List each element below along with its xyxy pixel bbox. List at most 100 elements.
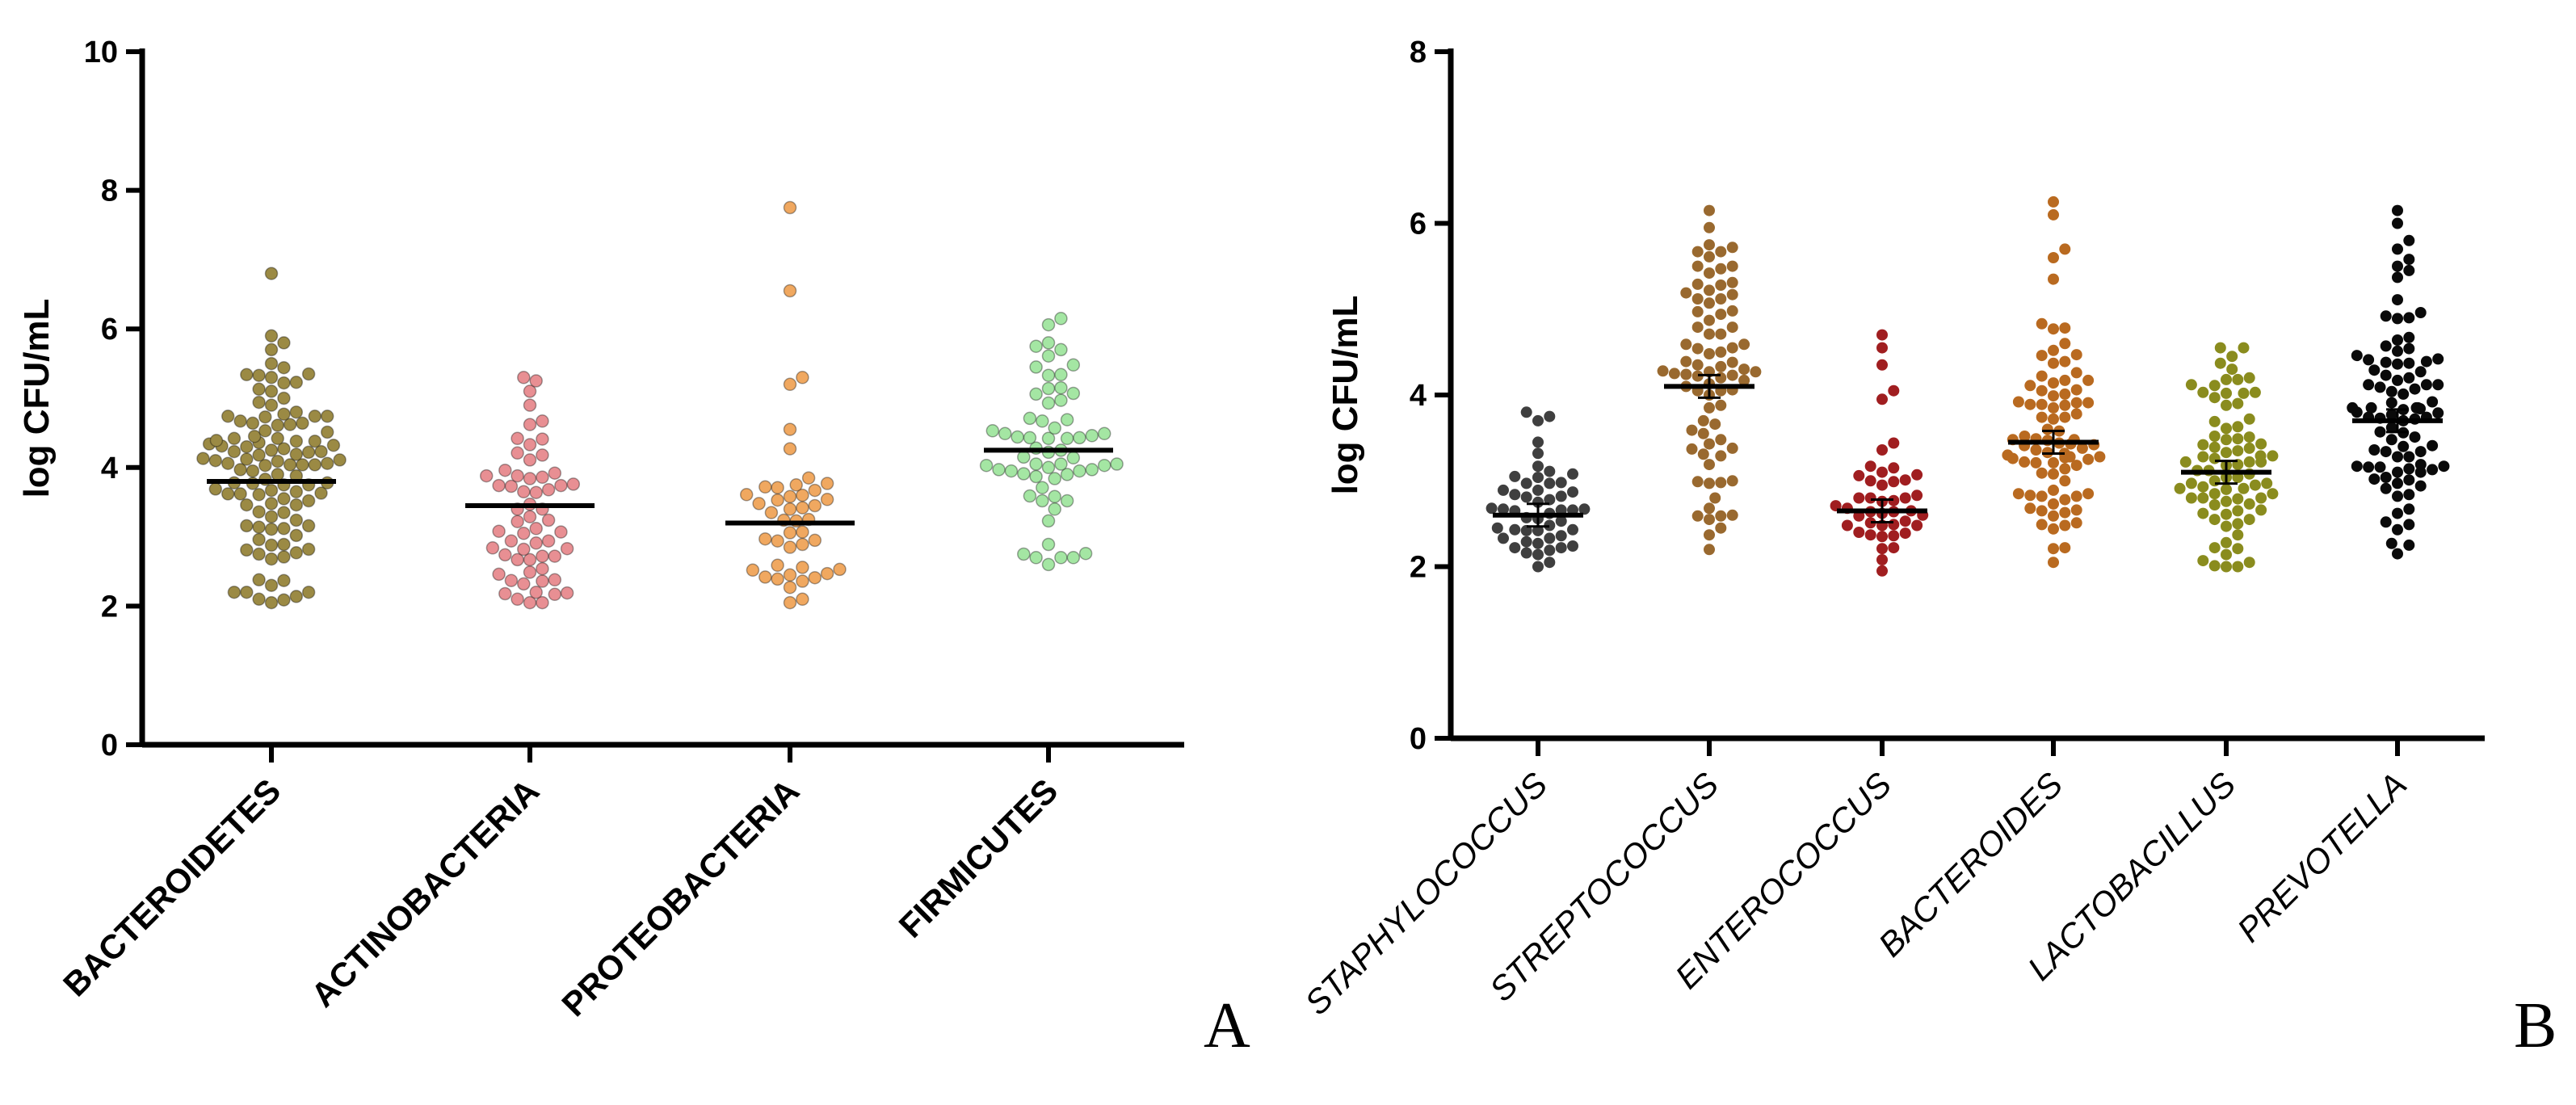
data-point bbox=[1521, 477, 1532, 489]
data-point bbox=[1567, 540, 1578, 552]
data-point bbox=[290, 590, 302, 603]
data-point bbox=[784, 541, 796, 553]
data-point bbox=[1018, 548, 1030, 561]
data-point bbox=[822, 494, 834, 506]
data-point bbox=[2221, 447, 2232, 458]
data-point bbox=[2071, 517, 2082, 528]
data-point bbox=[1876, 467, 1888, 478]
data-point bbox=[278, 539, 290, 551]
data-point bbox=[2244, 514, 2255, 525]
data-point bbox=[1876, 359, 1888, 371]
data-point bbox=[530, 586, 542, 599]
data-point bbox=[1067, 552, 1079, 564]
data-point bbox=[1727, 261, 1738, 272]
data-point bbox=[1043, 539, 1055, 551]
data-point bbox=[2036, 399, 2048, 410]
data-point bbox=[1067, 359, 1079, 371]
data-point bbox=[2381, 357, 2392, 368]
data-point bbox=[505, 574, 517, 586]
data-point bbox=[2215, 358, 2226, 369]
data-point bbox=[1876, 444, 1888, 456]
data-point bbox=[1727, 443, 1738, 454]
data-point bbox=[2036, 385, 2048, 397]
data-point bbox=[2221, 549, 2232, 561]
data-point bbox=[1727, 289, 1738, 300]
data-point bbox=[1498, 532, 1509, 544]
data-point bbox=[2232, 433, 2243, 444]
data-point bbox=[2042, 424, 2053, 435]
data-point bbox=[2351, 350, 2363, 361]
data-point bbox=[518, 527, 530, 540]
data-point bbox=[1692, 279, 1704, 290]
data-point bbox=[1532, 460, 1544, 472]
data-point bbox=[2048, 457, 2059, 468]
data-point bbox=[1727, 357, 1738, 368]
data-point bbox=[241, 544, 253, 556]
data-point bbox=[2071, 349, 2082, 360]
data-point bbox=[253, 383, 265, 395]
data-point bbox=[796, 372, 809, 384]
data-point bbox=[266, 330, 278, 342]
data-point bbox=[784, 443, 796, 455]
data-point bbox=[2071, 384, 2082, 396]
data-point bbox=[1853, 527, 1864, 538]
data-point bbox=[241, 586, 253, 599]
data-point bbox=[290, 485, 302, 498]
data-point bbox=[253, 593, 265, 605]
data-point bbox=[271, 468, 284, 481]
data-point bbox=[2059, 389, 2070, 400]
data-point bbox=[543, 484, 555, 496]
data-point bbox=[2059, 375, 2070, 386]
data-point bbox=[1556, 490, 1567, 502]
data-point bbox=[2036, 468, 2048, 479]
data-point bbox=[771, 481, 784, 494]
data-point bbox=[1061, 495, 1074, 507]
data-point bbox=[1030, 458, 1042, 470]
data-point bbox=[1888, 519, 1899, 530]
data-point bbox=[524, 454, 536, 466]
data-point bbox=[2368, 473, 2380, 485]
data-point bbox=[2221, 509, 2232, 520]
data-point bbox=[2267, 450, 2278, 461]
data-point bbox=[548, 588, 561, 600]
data-point bbox=[290, 547, 302, 559]
x-tick-label: ACTINOBACTERIA bbox=[304, 771, 547, 1015]
data-point bbox=[2048, 209, 2059, 221]
data-point bbox=[784, 527, 796, 539]
data-point bbox=[2059, 463, 2070, 474]
data-point bbox=[2209, 392, 2221, 403]
data-point bbox=[505, 535, 517, 547]
data-point bbox=[2375, 381, 2386, 393]
data-point bbox=[266, 267, 278, 279]
data-point bbox=[278, 493, 290, 505]
data-point bbox=[1086, 464, 1098, 476]
data-point bbox=[1715, 329, 1726, 340]
y-tick-label: 8 bbox=[101, 174, 118, 208]
y-tick-label: 6 bbox=[1410, 208, 1427, 242]
data-point bbox=[2048, 377, 2059, 389]
data-point bbox=[511, 447, 523, 459]
data-point bbox=[2186, 477, 2197, 489]
data-point bbox=[2175, 483, 2186, 494]
data-point bbox=[796, 526, 809, 538]
data-point bbox=[2255, 439, 2267, 450]
data-point bbox=[309, 459, 321, 471]
data-point bbox=[296, 417, 309, 429]
data-point bbox=[536, 575, 548, 587]
data-point bbox=[1080, 548, 1092, 560]
data-point bbox=[1876, 565, 1888, 577]
data-point bbox=[2059, 520, 2070, 531]
data-point bbox=[518, 485, 530, 498]
data-point bbox=[1704, 439, 1715, 450]
data-point bbox=[2024, 502, 2036, 514]
y-axis-label: log CFU/mL bbox=[1326, 296, 1365, 495]
data-point bbox=[796, 502, 809, 514]
data-point bbox=[1865, 460, 1876, 472]
data-point bbox=[1715, 450, 1726, 461]
panel-label: A bbox=[1204, 990, 1250, 1061]
data-point bbox=[2403, 519, 2414, 530]
data-point bbox=[1061, 432, 1074, 444]
data-point bbox=[266, 498, 278, 510]
data-point bbox=[2411, 402, 2423, 414]
data-point bbox=[2403, 358, 2414, 369]
